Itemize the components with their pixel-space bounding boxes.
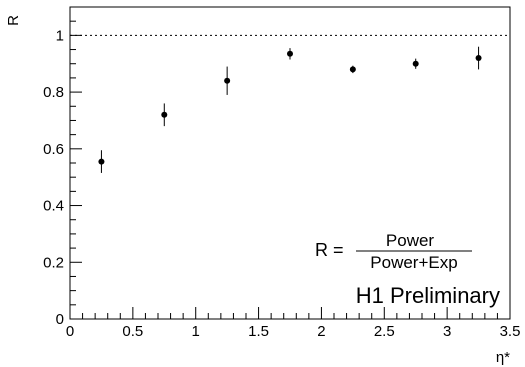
x-tick-label: 2 [317, 323, 325, 340]
x-tick-label: 3.5 [500, 323, 521, 340]
data-point [349, 66, 356, 73]
x-tick-label: 1.5 [248, 323, 269, 340]
formula-denominator: Power+Exp [370, 253, 457, 272]
x-tick-label: 2.5 [374, 323, 395, 340]
axis-layer: 0 0.5 1 1.5 2 2.5 3 3.5 0 0.2 0.4 0.6 0.8 1 [43, 6, 521, 340]
x-axis-title: η* [496, 349, 510, 366]
y-tick-label: 0.8 [43, 84, 64, 101]
data-point [287, 50, 293, 57]
experiment-label: H1 Preliminary [356, 283, 500, 308]
data-point [161, 111, 168, 118]
data-point [475, 55, 482, 62]
points-layer [98, 46, 482, 173]
x-tick-label: 0 [66, 323, 74, 340]
y-tick-label: 0.4 [43, 198, 64, 215]
y-tick-label: 0.6 [43, 141, 64, 158]
formula-lhs: R = [315, 240, 344, 260]
y-tick-label: 1 [56, 27, 64, 44]
x-tick-label: 1 [192, 323, 200, 340]
x-tick-label: 0.5 [122, 323, 143, 340]
data-point [98, 158, 105, 165]
data-point [224, 77, 231, 84]
y-tick-label: 0.2 [43, 254, 64, 271]
y-tick-label: 0 [56, 311, 64, 328]
formula-annotation: R = Power Power+Exp [315, 231, 472, 272]
formula-numerator: Power [386, 231, 435, 250]
x-tick-label: 3 [443, 323, 451, 340]
data-point [412, 60, 419, 67]
y-axis-title: R [5, 15, 22, 26]
